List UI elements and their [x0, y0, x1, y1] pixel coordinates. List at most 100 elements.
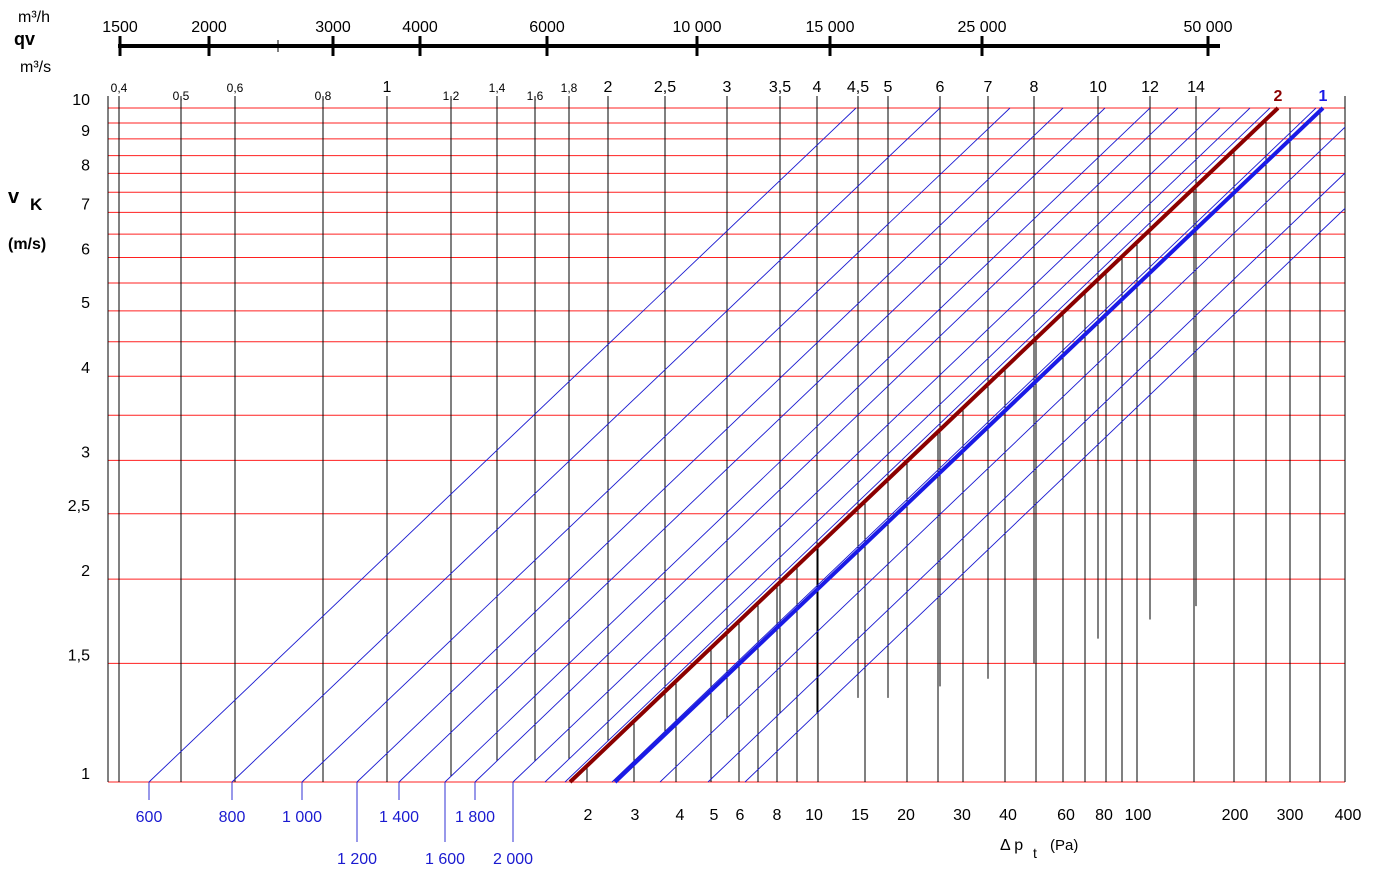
qv-scale-label: 6000: [529, 19, 565, 36]
diameter-line: [707, 172, 1346, 783]
velocity-axis-subscript: K: [30, 195, 43, 214]
diameter-line: [564, 107, 1271, 783]
pressure-tick-label: 3: [631, 807, 640, 824]
diameter-label: 1 600: [425, 851, 465, 868]
diameter-label: 800: [219, 809, 246, 826]
diameter-line: [231, 107, 941, 783]
flow-tick-label: 10: [1089, 79, 1107, 96]
diameter-line: [301, 107, 1011, 783]
velocity-tick-label: 4: [81, 360, 90, 377]
diameter-line: [512, 107, 1221, 783]
pressure-tick-label: 60: [1057, 807, 1075, 824]
qv-scale-label: 15 000: [806, 19, 855, 36]
velocity-tick-label: 5: [81, 295, 90, 312]
diameter-lines: [148, 107, 1346, 842]
flow-tick-label: 3,5: [769, 79, 791, 96]
pressure-tick-label: 200: [1222, 807, 1249, 824]
flow-tick-label: 0,8: [315, 89, 332, 103]
pressure-series: [568, 106, 1325, 784]
diameter-line: [398, 107, 1106, 783]
flow-tick-label: 7: [984, 79, 993, 96]
flow-tick-label: 1,8: [561, 81, 578, 95]
flow-tick-label: 2: [604, 79, 613, 96]
velocity-tick-label: 1: [81, 766, 90, 783]
flow-tick-label: 4: [813, 79, 822, 96]
velocity-axis-title: v: [8, 186, 20, 208]
diameter-label: 1 200: [337, 851, 377, 868]
flow-tick-label: 2,5: [654, 79, 676, 96]
velocity-tick-label: 9: [81, 123, 90, 140]
pressure-series-label: 2: [1274, 88, 1283, 105]
pressure-series-label: 1: [1319, 88, 1328, 105]
velocity-tick-label: 1,5: [68, 647, 90, 664]
pressure-tick-label: 400: [1335, 807, 1362, 824]
pressure-axis-title: Δ p: [1000, 837, 1023, 854]
pressure-axis-unit: (Pa): [1050, 837, 1078, 854]
flow-tick-label: 0,5: [173, 89, 190, 103]
diameter-label: 600: [136, 809, 163, 826]
qv-scale-label: 1500: [102, 19, 138, 36]
velocity-axis-unit: (m/s): [8, 236, 46, 253]
flow-tick-label: 0,4: [111, 81, 128, 95]
diameter-line: [444, 107, 1151, 783]
qv-title: qv: [14, 29, 35, 49]
qv-scale-label: 25 000: [958, 19, 1007, 36]
diameter-line: [611, 107, 1317, 783]
flow-tick-label: 0,6: [227, 81, 244, 95]
qv-scale-label: 2000: [191, 19, 227, 36]
qv-unit-top: m³/h: [18, 9, 50, 26]
flow-tick-label: 1,4: [489, 81, 506, 95]
pressure-tick-label: 2: [584, 807, 593, 824]
qv-scale-label: 10 000: [673, 19, 722, 36]
velocity-tick-label: 2: [81, 563, 90, 580]
pressure-tick-label: 8: [773, 807, 782, 824]
pressure-axis-subscript: t: [1033, 845, 1037, 861]
diameter-label: 2 000: [493, 851, 533, 868]
pressure-series-line: [568, 106, 1280, 784]
pressure-series-line: [613, 106, 1325, 784]
flow-tick-label: 14: [1187, 79, 1205, 96]
flow-tick-label: 1: [383, 79, 392, 96]
velocity-tick-label: 3: [81, 444, 90, 461]
velocity-tick-label: 7: [81, 196, 90, 213]
pressure-tick-label: 30: [953, 807, 971, 824]
pressure-tick-label: 20: [897, 807, 915, 824]
diameter-label: 1 000: [282, 809, 322, 826]
flow-tick-label: 8: [1030, 79, 1039, 96]
diameter-line: [744, 208, 1346, 783]
flow-tick-label: 4,5: [847, 79, 869, 96]
diameter-label: 1 800: [455, 809, 495, 826]
pressure-tick-label: 15: [851, 807, 869, 824]
diameter-line: [474, 107, 1179, 783]
qv-scale-label: 4000: [402, 19, 438, 36]
velocity-tick-label: 6: [81, 242, 90, 259]
flow-tick-label: 1,2: [443, 89, 460, 103]
diameter-line: [659, 126, 1346, 783]
pressure-tick-label: 80: [1095, 807, 1113, 824]
qv-scale-label: 50 000: [1184, 19, 1233, 36]
pressure-tick-label: 300: [1277, 807, 1304, 824]
velocity-tick-label: 2,5: [68, 498, 90, 515]
diameter-line: [356, 107, 1064, 783]
flow-gridlines: [107, 96, 1346, 782]
pressure-tick-label: 100: [1125, 807, 1152, 824]
flow-tick-label: 3: [723, 79, 732, 96]
pressure-tick-label: 5: [710, 807, 719, 824]
pressure-tick-label: 6: [736, 807, 745, 824]
flow-tick-label: 1,6: [527, 89, 544, 103]
pressure-tick-label: 40: [999, 807, 1017, 824]
velocity-tick-label: 10: [72, 92, 90, 109]
diameter-line: [544, 107, 1251, 783]
qv-unit-bottom: m³/s: [20, 59, 51, 76]
flow-tick-label: 6: [936, 79, 945, 96]
pressure-tick-label: 10: [805, 807, 823, 824]
qv-scale-label: 3000: [315, 19, 351, 36]
flow-tick-label: 5: [884, 79, 893, 96]
diameter-label: 1 400: [379, 809, 419, 826]
pressure-tick-label: 4: [676, 807, 685, 824]
diameter-line: [148, 107, 857, 783]
flow-tick-label: 12: [1141, 79, 1159, 96]
qv-scale: 1500 2000 3000 4000 6000 10 000 15 000 25 000 50…: [102, 19, 1233, 56]
